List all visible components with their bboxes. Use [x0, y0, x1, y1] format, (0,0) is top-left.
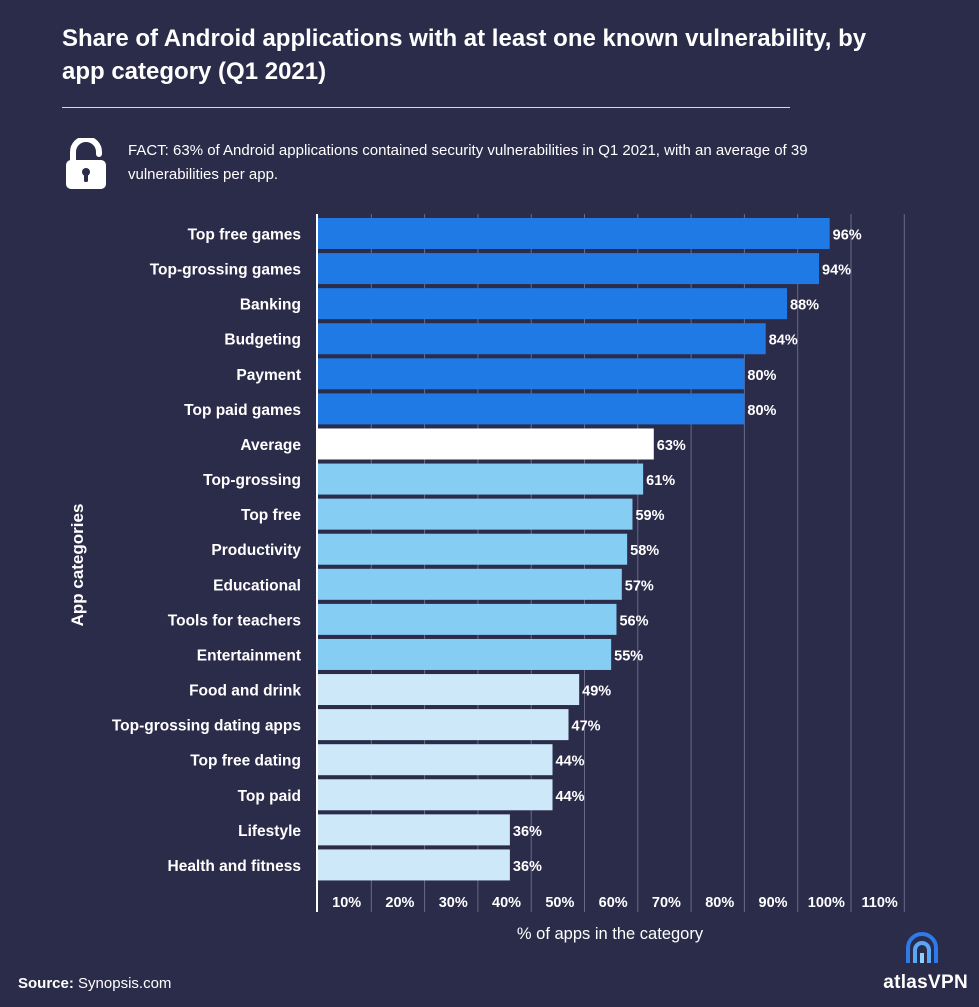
category-label-17: Top paid: [238, 788, 301, 805]
bar-9: [318, 498, 633, 530]
bar-11: [318, 568, 622, 600]
category-label-8: Top-grossing: [203, 472, 301, 489]
bar-1: [318, 218, 830, 249]
value-label-7: 63%: [657, 438, 686, 454]
value-label-4: 84%: [769, 333, 798, 349]
x-tick-label-4: 40%: [492, 895, 521, 911]
category-label-16: Top free dating: [190, 753, 301, 770]
value-labels: 96% 94% 88% 84% 80% 80% 63% 61% 59% 58% 57% 56% 55% 4…: [513, 228, 862, 875]
x-tick-label-10: 100%: [808, 895, 845, 911]
bar-5: [318, 358, 745, 390]
value-label-16: 44%: [556, 754, 585, 770]
bar-16: [318, 744, 553, 776]
bar-7: [318, 428, 654, 460]
value-label-3: 88%: [790, 298, 819, 314]
value-label-12: 56%: [619, 613, 648, 629]
value-label-15: 47%: [572, 719, 601, 735]
category-label-11: Educational: [213, 577, 301, 594]
value-label-2: 94%: [822, 263, 851, 279]
value-label-18: 36%: [513, 824, 542, 840]
bar-19: [318, 849, 510, 881]
x-tick-label-9: 90%: [759, 895, 788, 911]
value-label-11: 57%: [625, 578, 654, 594]
brand-name: atlasVPN: [883, 972, 968, 993]
x-tick-label-3: 30%: [439, 895, 468, 911]
value-label-19: 36%: [513, 859, 542, 875]
category-label-15: Top-grossing dating apps: [112, 718, 301, 735]
fact-text: FACT: 63% of Android applications contai…: [128, 142, 808, 183]
unlocked-padlock-icon: [66, 138, 106, 189]
bar-2: [318, 253, 820, 285]
value-label-1: 96%: [833, 228, 862, 244]
bar-13: [318, 638, 612, 670]
y-axis-title: App categories: [68, 504, 87, 627]
value-label-5: 80%: [747, 368, 776, 384]
x-axis-title: % of apps in the category: [517, 925, 704, 943]
x-tick-label-8: 80%: [705, 895, 734, 911]
category-label-12: Tools for teachers: [168, 612, 301, 629]
bar-14: [318, 674, 580, 706]
category-label-1: Top free games: [188, 227, 301, 244]
x-tick-label-6: 60%: [599, 895, 628, 911]
atlasvpn-logo-icon: [906, 932, 938, 963]
value-label-6: 80%: [747, 403, 776, 419]
x-tick-label-11: 110%: [862, 895, 898, 911]
category-label-4: Budgeting: [224, 332, 301, 349]
category-label-14: Food and drink: [189, 683, 301, 700]
source-note: Source: Synopsis.com: [18, 975, 171, 992]
bar-8: [318, 463, 644, 495]
bar-18: [318, 814, 510, 846]
value-label-17: 44%: [556, 789, 585, 805]
category-label-2: Top-grossing games: [150, 262, 301, 279]
bar-6: [318, 393, 745, 425]
category-label-7: Average: [240, 437, 301, 454]
value-label-9: 59%: [635, 508, 664, 524]
bar-15: [318, 709, 569, 741]
bars: [318, 218, 830, 881]
value-label-13: 55%: [614, 648, 643, 664]
x-tick-label-7: 70%: [652, 895, 681, 911]
source-label: Source:: [18, 975, 74, 992]
chart-title: Share of Android applications with at le…: [62, 25, 867, 85]
brand-logo: atlasVPN: [878, 932, 968, 998]
value-label-8: 61%: [646, 473, 675, 489]
bar-4: [318, 323, 766, 355]
category-label-10: Productivity: [211, 542, 301, 559]
x-tick-labels: 10% 20% 30% 40% 50% 60% 70% 80% 90% 100% 110%: [332, 895, 898, 911]
bar-10: [318, 533, 628, 565]
category-label-5: Payment: [236, 367, 301, 384]
category-label-13: Entertainment: [197, 647, 301, 664]
bar-3: [318, 288, 788, 320]
category-label-3: Banking: [240, 297, 301, 314]
bar-17: [318, 779, 553, 811]
x-tick-label-5: 50%: [545, 895, 574, 911]
value-label-14: 49%: [582, 684, 611, 700]
x-tick-label-1: 10%: [332, 895, 361, 911]
category-label-18: Lifestyle: [238, 823, 301, 840]
bar-12: [318, 603, 617, 635]
title-divider: [62, 107, 790, 108]
category-label-19: Health and fitness: [168, 858, 302, 875]
category-label-6: Top paid games: [184, 402, 301, 419]
x-tick-label-2: 20%: [385, 895, 414, 911]
category-labels: Top free games Top-grossing games Banking B…: [112, 227, 302, 875]
value-label-10: 58%: [630, 543, 659, 559]
source-value: Synopsis.com: [78, 975, 172, 992]
category-label-9: Top free: [241, 507, 301, 524]
